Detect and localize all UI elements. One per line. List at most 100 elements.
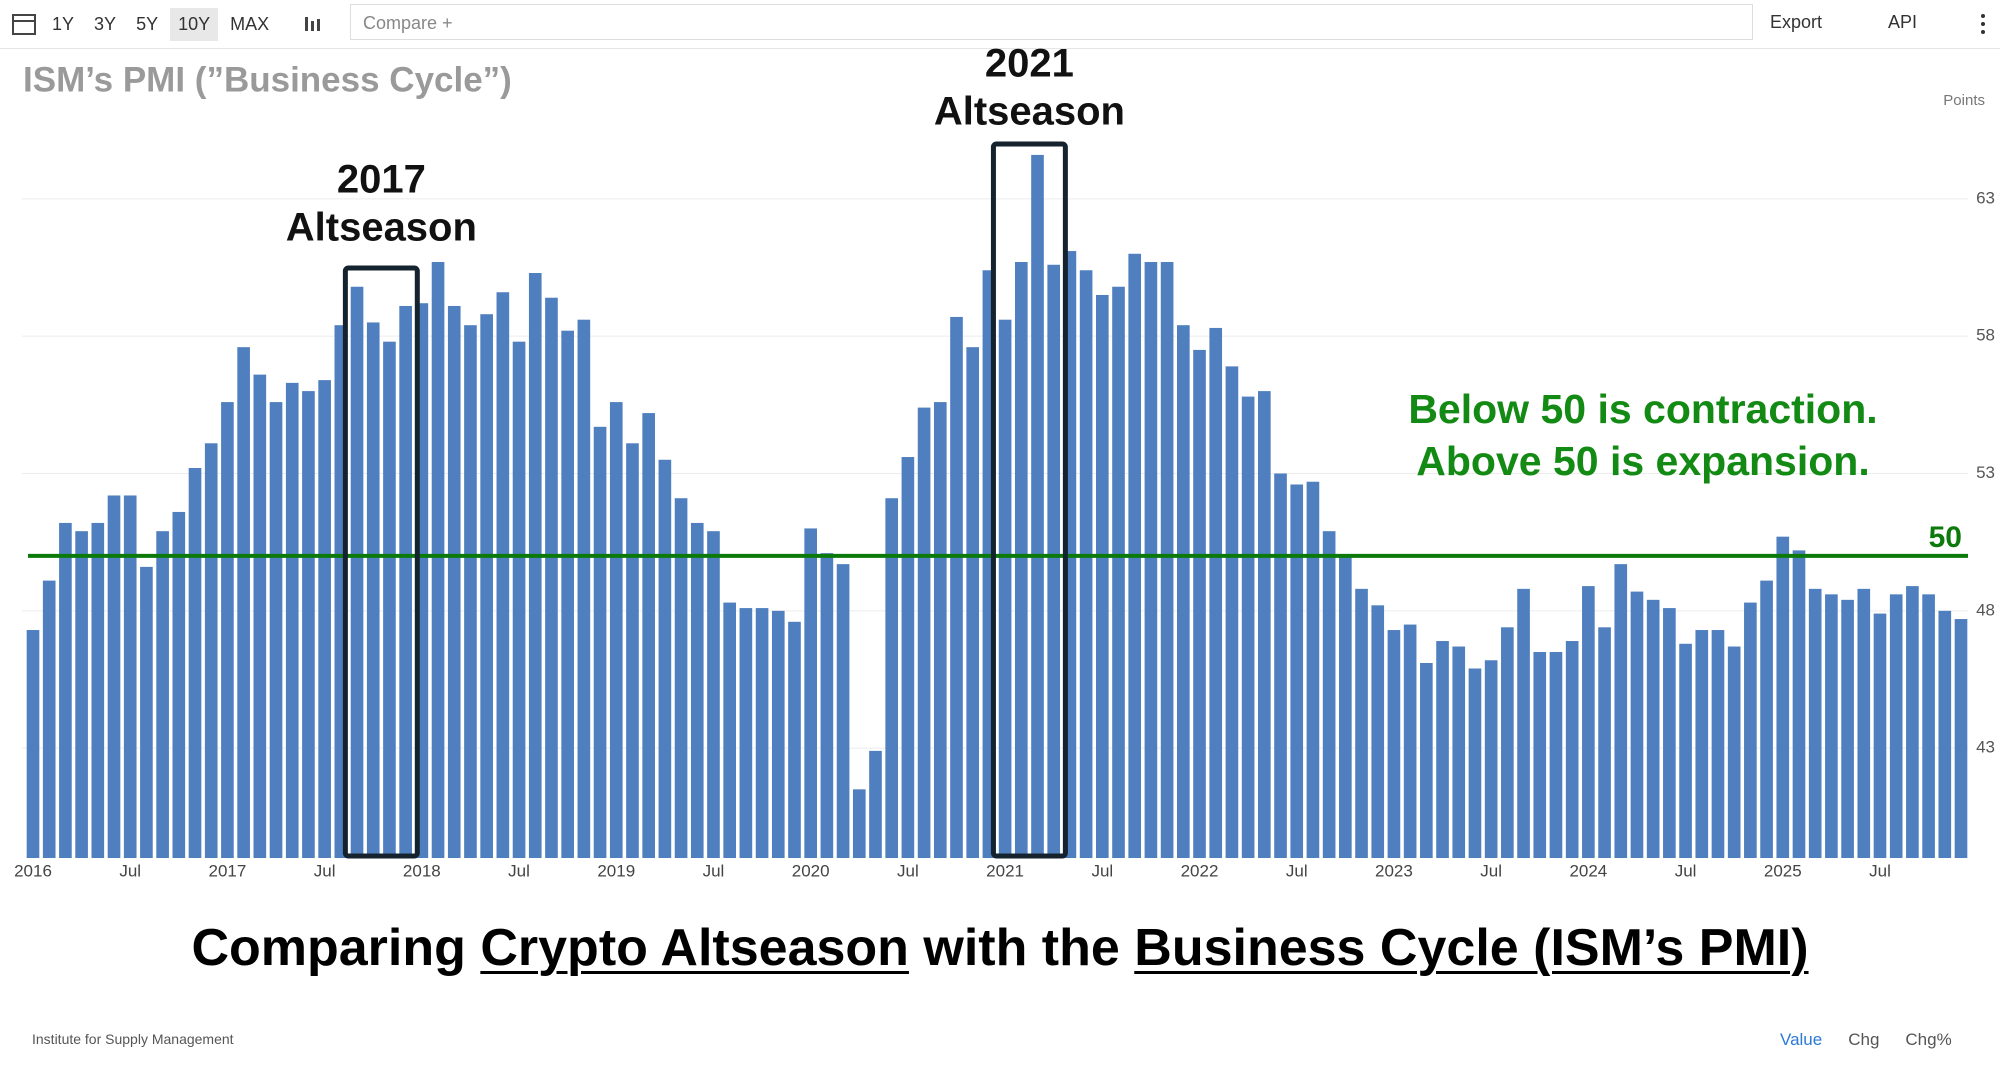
bar — [399, 305, 412, 858]
range-button[interactable]: 3Y — [94, 13, 117, 34]
x-tick-label: Jul — [119, 861, 141, 880]
bar — [674, 498, 688, 858]
x-tick-label: 2023 — [1375, 861, 1413, 880]
bar — [626, 443, 639, 858]
bar — [1322, 531, 1336, 858]
bar — [1517, 588, 1530, 858]
menu-icon[interactable] — [1978, 9, 1988, 39]
bar — [350, 286, 364, 858]
bar — [723, 602, 736, 858]
bar — [1873, 613, 1887, 858]
bar — [237, 347, 250, 858]
api-button[interactable]: API — [1888, 12, 1918, 32]
bar — [1160, 262, 1174, 858]
range-button[interactable]: MAX — [230, 13, 270, 34]
bar — [1889, 594, 1903, 858]
bar — [1857, 588, 1871, 858]
bar — [1209, 327, 1223, 858]
chart-title: ISM’s PMI (”Business Cycle”) — [23, 60, 512, 99]
y-tick-label: 63 — [1976, 188, 1995, 207]
bar — [1501, 627, 1514, 858]
bar — [1371, 605, 1385, 858]
bar — [1112, 286, 1125, 858]
x-tick-label: 2016 — [14, 861, 52, 880]
tab[interactable]: Chg% — [1905, 1030, 1952, 1049]
caption-text: Comparing — [191, 919, 481, 977]
bar — [302, 391, 315, 858]
bar — [755, 608, 769, 858]
bar — [318, 380, 331, 858]
bar — [1841, 599, 1854, 858]
bar — [577, 319, 591, 858]
x-tick-label: 2021 — [986, 861, 1024, 880]
x-tick-label: 2018 — [403, 861, 441, 880]
export-button[interactable]: Export — [1770, 12, 1823, 32]
bar — [1274, 473, 1287, 858]
bar — [42, 580, 56, 858]
bar — [512, 341, 526, 859]
x-tick-label: Jul — [1869, 861, 1891, 880]
bar — [658, 459, 672, 858]
y-tick-label: 43 — [1976, 738, 1995, 757]
bar — [1290, 484, 1304, 858]
bar — [1776, 536, 1790, 858]
bar — [1614, 564, 1628, 858]
bar — [1906, 586, 1919, 858]
highlight-box — [990, 141, 1068, 859]
y-tick-label: 53 — [1976, 463, 1995, 482]
footer-tabs: Value Chg Chg% — [1780, 1030, 1978, 1050]
bar — [1922, 594, 1935, 858]
x-tick-label: 2024 — [1569, 861, 1607, 880]
bar — [901, 457, 915, 858]
bar — [998, 319, 1012, 858]
chart-type-icon[interactable] — [297, 9, 327, 39]
bar — [496, 292, 510, 858]
bar — [1727, 646, 1741, 858]
bar — [1808, 588, 1822, 858]
tab[interactable]: Value — [1780, 1030, 1823, 1049]
bar — [91, 522, 105, 858]
bar — [1355, 588, 1368, 858]
bar — [1744, 602, 1757, 858]
bar — [788, 621, 801, 858]
bar — [188, 468, 202, 858]
x-tick-label: Jul — [1286, 861, 1308, 880]
bar — [771, 610, 785, 858]
bar — [933, 402, 947, 858]
bar — [739, 608, 753, 858]
bar — [593, 426, 607, 858]
bar — [820, 553, 834, 858]
tab[interactable]: Chg — [1848, 1030, 1880, 1049]
bar — [804, 528, 817, 858]
compare-input[interactable]: Compare + — [350, 4, 1753, 40]
bar — [431, 262, 445, 858]
bar — [869, 750, 882, 858]
bar — [1760, 580, 1773, 858]
bar — [1241, 396, 1255, 858]
bar — [1047, 264, 1061, 858]
bar — [1095, 294, 1109, 858]
y-axis-label: Points — [1943, 92, 1985, 109]
bar — [950, 316, 963, 858]
bar — [1452, 646, 1466, 858]
calendar-icon[interactable] — [10, 9, 40, 39]
range-button[interactable]: 10Y — [170, 7, 219, 41]
source: Institute for Supply Management — [32, 1031, 234, 1047]
bar — [59, 522, 72, 858]
caption-text: with the — [908, 919, 1135, 977]
bar — [1468, 668, 1482, 858]
y-tick-label: 58 — [1976, 326, 1995, 345]
bar — [1711, 630, 1725, 858]
bar — [1695, 630, 1709, 858]
bar — [123, 495, 137, 858]
bar — [285, 382, 299, 858]
bar — [1306, 481, 1320, 858]
range-button[interactable]: 5Y — [136, 13, 159, 34]
bar — [642, 413, 655, 858]
range-button[interactable]: 1Y — [52, 13, 75, 34]
bar — [1938, 610, 1952, 858]
bar — [1339, 555, 1352, 858]
caption-text: Business Cycle (ISM’s PMI) — [1134, 919, 1809, 977]
bar — [1825, 594, 1838, 858]
